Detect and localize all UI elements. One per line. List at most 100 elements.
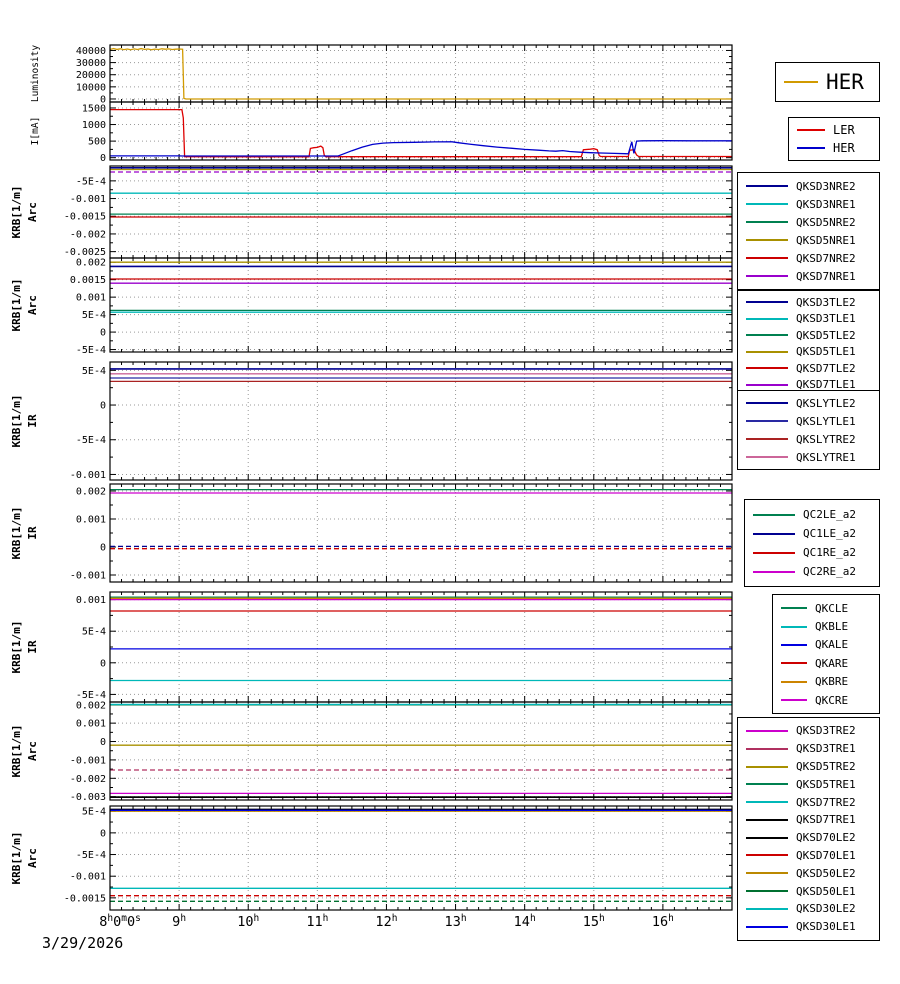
legend-item: QKSLYTLE1 (738, 412, 879, 430)
legend-label: QKSD5TRE1 (796, 777, 856, 791)
y-tick-label: 0 (100, 401, 106, 412)
legend-swatch-line (753, 551, 795, 554)
legend-swatch-line (746, 383, 788, 386)
legend-item: QKSD3TRE2 (738, 722, 879, 740)
y-tick-label: -0.001 (70, 194, 106, 205)
legend-swatch-line (746, 747, 788, 750)
series-HER (110, 140, 732, 157)
legend-label: QKCRE (815, 693, 849, 707)
legend-item: QKSD30LE1 (738, 918, 879, 936)
y-axis-title: KRB[1/m] (10, 832, 23, 885)
panel-frame (109, 361, 733, 481)
legend-swatch-line (746, 854, 788, 857)
luminosity-legend: HER (775, 62, 880, 102)
legend-label: QKSD5NRE1 (796, 233, 856, 247)
legend-item: QKCLE (773, 599, 879, 617)
y-tick-label: -5E-4 (76, 176, 106, 187)
legend-label: QKSD3NRE1 (796, 197, 856, 211)
legend-label: QKBRE (815, 675, 849, 689)
y-axis-subtitle: IR (26, 414, 39, 428)
y-tick-label: 10000 (76, 82, 106, 93)
y-tick-label: 0.002 (76, 700, 106, 711)
legend-item: QC1LE_a2 (745, 524, 879, 543)
date-label: 3/29/2026 (42, 934, 124, 952)
legend-item: HER (776, 68, 879, 96)
legend-item: QKARE (773, 654, 879, 672)
panel-krb-arc-tre: 0.002 0.001 0 -0.001 -0.002 -0.003 KRB[1/m] Arc (10, 700, 733, 803)
legend-item: QKSD50LE2 (738, 864, 879, 882)
legend-label: QKSD30LE1 (796, 920, 856, 934)
panel-krb-ir-qc: 0.002 0.001 0 -0.001 KRB[1/m] IR (10, 483, 733, 583)
y-tick-label: 5E-4 (82, 310, 106, 321)
legend-item: QKBLE (773, 617, 879, 635)
x-tick-label: 12h (375, 913, 397, 930)
legend-swatch-line (746, 438, 788, 440)
legend-item: HER (789, 139, 879, 157)
y-tick-label: -0.002 (70, 774, 106, 785)
legend-label: QKSD50LE2 (796, 866, 856, 880)
y-axis-subtitle: Arc (26, 848, 39, 868)
legend-item: QKSD3NRE2 (738, 177, 879, 195)
y-tick-label: 5E-4 (82, 807, 106, 818)
legend-label: QKBLE (815, 620, 849, 634)
legend-item: QC2LE_a2 (745, 505, 879, 524)
y-tick-label: -0.0015 (64, 893, 106, 904)
y-axis-title: KRB[1/m] (10, 621, 23, 674)
legend-label: HER (833, 141, 855, 155)
legend-item: LER (789, 121, 879, 139)
y-axis-subtitle: Arc (26, 202, 39, 222)
legend-label: QKALE (815, 638, 849, 652)
y-tick-label: 0 (100, 153, 106, 164)
y-tick-label: 0.0015 (70, 275, 106, 286)
y-tick-label: 0 (100, 94, 106, 105)
legend-item: QKSD3TRE1 (738, 740, 879, 758)
legend-swatch-line (753, 532, 795, 535)
y-tick-label: -0.003 (70, 792, 106, 803)
legend-item: QKSD30LE2 (738, 900, 879, 918)
legend-label: QKSD3TLE2 (796, 295, 856, 309)
y-axis-subtitle: IR (26, 526, 39, 540)
y-tick-label: 500 (88, 137, 106, 148)
y-tick-label: 0 (100, 828, 106, 839)
panel-krb-arc-tle: 0.002 0.0015 0.001 5E-4 0 -5E-4 KRB[1/m] Arc (10, 257, 733, 356)
y-tick-label: 5E-4 (82, 366, 106, 377)
legend-swatch-line (746, 257, 788, 259)
panel-beam-current: 0 500 1000 1500 I[mA] (30, 101, 733, 164)
y-tick-label: -0.001 (70, 470, 106, 481)
legend-swatch-line (746, 402, 788, 404)
legend-swatch-line (746, 456, 788, 458)
arc-tle-legend: QKSD3TLE2 QKSD3TLE1 QKSD5TLE2 QKSD5TLE1 QKSD… (737, 290, 880, 397)
legend-swatch-line (781, 662, 807, 665)
legend-swatch-line (746, 317, 788, 320)
y-tick-label: -0.001 (70, 755, 106, 766)
legend-swatch-line (746, 275, 788, 277)
legend-label: QKSD7TLE1 (796, 378, 856, 392)
x-tick-label: 9h (172, 913, 186, 930)
legend-swatch-line (746, 925, 788, 928)
legend-swatch-line (746, 729, 788, 732)
legend-item: QC1RE_a2 (745, 543, 879, 562)
legend-swatch-line (746, 221, 788, 223)
y-tick-label: 0.001 (76, 293, 106, 304)
y-tick-label: -0.001 (70, 872, 106, 883)
panel-krb-arc-0le: 5E-4 0 -5E-4 -0.001 -0.0015 KRB[1/m] Arc (10, 805, 733, 911)
legend-label: QKARE (815, 656, 849, 670)
y-tick-label: -0.002 (70, 229, 106, 240)
panel-frame (109, 483, 733, 583)
y-tick-label: 0.001 (76, 515, 106, 526)
x-tick-label: 11h (306, 913, 328, 930)
legend-swatch-line (746, 239, 788, 241)
legend-label: QKSD7TLE2 (796, 361, 856, 375)
y-axis-title: Luminosity (30, 45, 41, 102)
y-tick-label: 0 (100, 737, 106, 748)
y-axis-title: KRB[1/m] (10, 186, 23, 239)
legend-item: QKSD7TLE2 (738, 360, 879, 377)
legend-swatch-line (746, 872, 788, 875)
legend-item: QKCRE (773, 691, 879, 709)
legend-label: QKSLYTRE2 (796, 432, 856, 446)
legend-item: QKSLYTRE1 (738, 448, 879, 466)
legend-label: QKSD5TRE2 (796, 760, 856, 773)
legend-item: QKSD70LE2 (738, 829, 879, 847)
y-axis-title: KRB[1/m] (10, 279, 23, 332)
